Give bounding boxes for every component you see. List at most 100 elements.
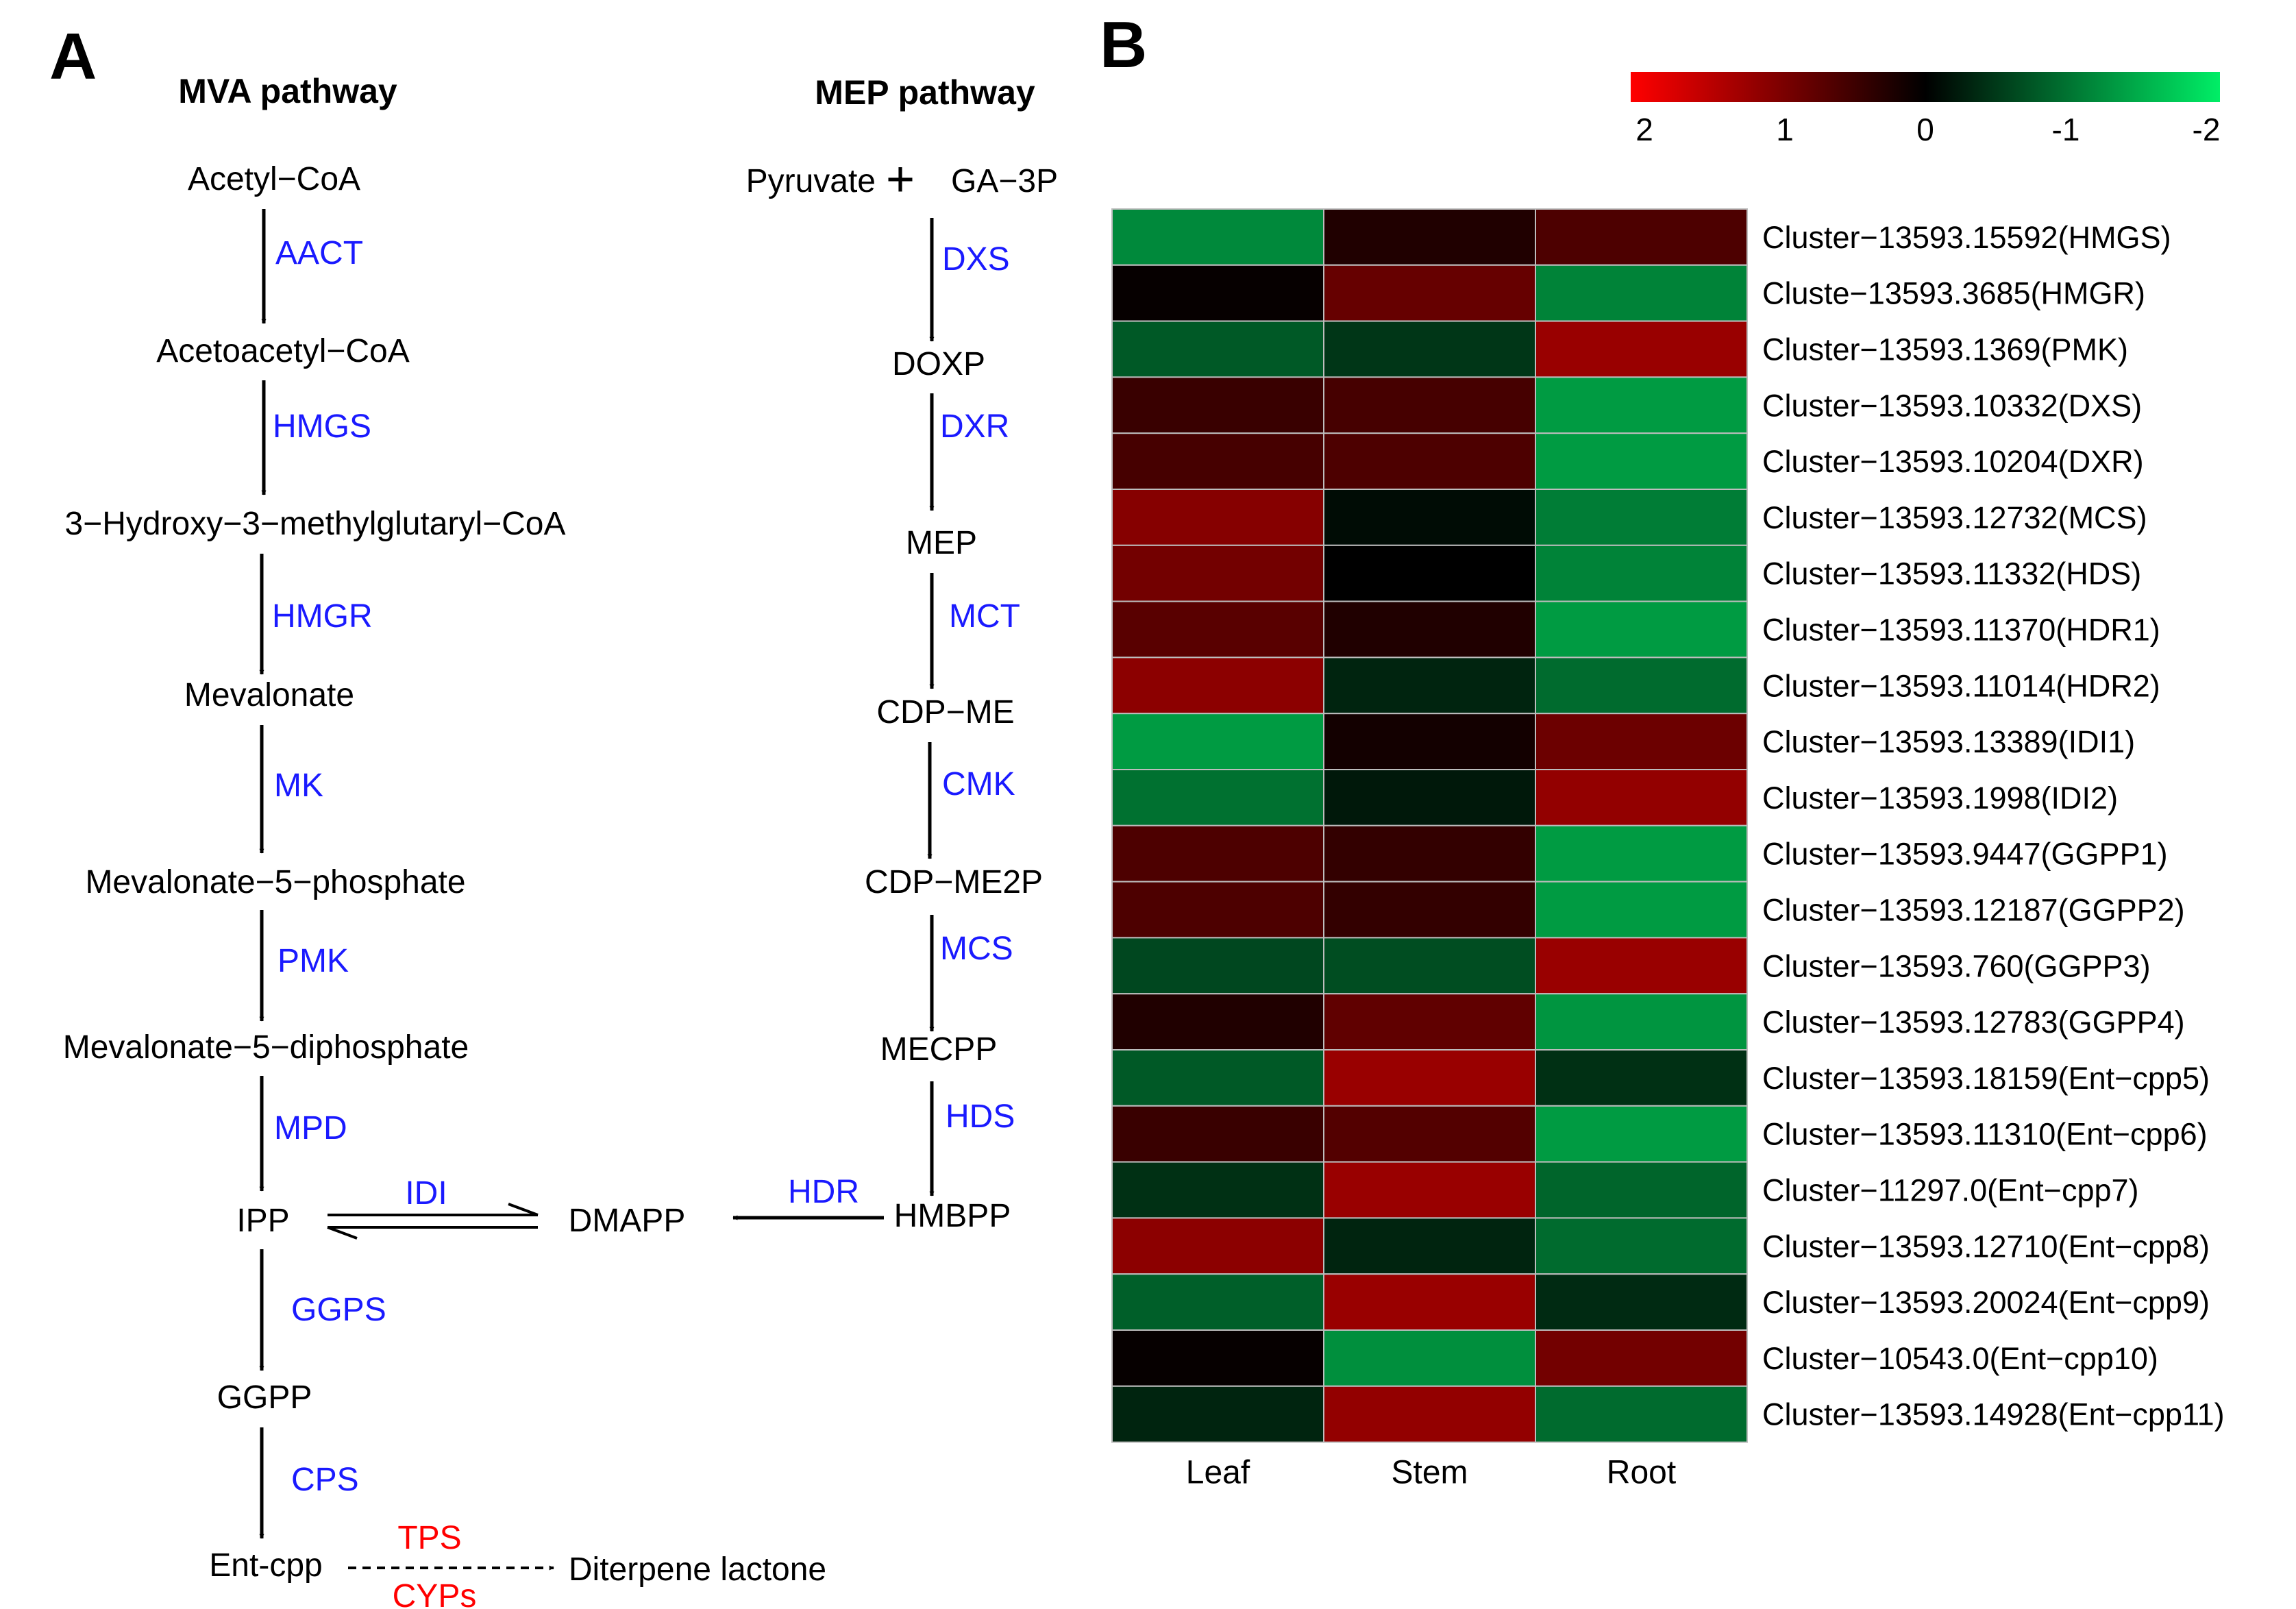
heatmap-cell (1323, 264, 1536, 322)
heatmap-cell (1111, 1217, 1324, 1275)
heatmap-cell (1323, 881, 1536, 939)
metabolite-cdp-me2p: CDP−ME2P (865, 864, 1043, 900)
heatmap-row-label: Cluster−13593.15592(HMGS) (1762, 220, 2171, 255)
heatmap-cell (1323, 1105, 1536, 1163)
metabolite-ent-cpp: Ent-cpp (209, 1547, 322, 1584)
heatmap-cell (1323, 489, 1536, 546)
enzyme-cmk: CMK (942, 766, 1015, 802)
heatmap-cell (1111, 544, 1324, 602)
heatmap-cell (1323, 376, 1536, 434)
heatmap-row-label: Cluster−13593.11370(HDR1) (1762, 613, 2160, 648)
metabolite-pyruvate: Pyruvate (746, 163, 876, 199)
heatmap-row-label: Cluster−13593.12783(GGPP4) (1762, 1005, 2185, 1040)
heatmap-row-label: Cluste−13593.3685(HMGR) (1762, 276, 2145, 311)
heatmap-cell (1323, 1161, 1536, 1219)
color-scale-bar (1631, 72, 2220, 102)
color-scale-tick: 1 (1776, 112, 1794, 147)
enzyme-cps: CPS (291, 1462, 359, 1498)
heatmap-cell (1111, 993, 1324, 1051)
heatmap-cell (1323, 713, 1536, 770)
heatmap-cell (1535, 489, 1748, 546)
heatmap-row-label: Cluster−13593.11014(HDR2) (1762, 668, 2160, 703)
heatmap-cell (1111, 1385, 1324, 1443)
heatmap-cell (1111, 769, 1324, 826)
heatmap-cell (1111, 600, 1324, 659)
heatmap-cell (1535, 1049, 1748, 1107)
color-scale-ticks: 2 1 0 -1 -2 (1635, 112, 2220, 147)
heatmap-row-label: Cluster−13593.760(GGPP3) (1762, 948, 2151, 983)
heatmap-row-label: Cluster−13593.18159(Ent−cpp5) (1762, 1061, 2210, 1096)
metabolite-acetoacetyl-coa: Acetoacetyl−CoA (156, 333, 410, 369)
heatmap-column-label: Leaf (1186, 1455, 1250, 1491)
enzyme-mpd: MPD (274, 1110, 347, 1146)
heatmap-cell (1323, 208, 1536, 266)
heatmap-cell (1535, 1217, 1748, 1275)
heatmap-cell (1111, 1329, 1324, 1387)
heatmap-cell (1535, 769, 1748, 826)
enzyme-idi: IDI (405, 1175, 447, 1212)
metabolite-doxp: DOXP (892, 346, 985, 382)
heatmap-cell (1535, 264, 1748, 322)
panel-label-a: A (49, 20, 97, 93)
heatmap-row-label: Cluster−13593.1369(PMK) (1762, 332, 2128, 367)
heatmap-cell (1111, 656, 1324, 715)
heatmap-cell (1323, 320, 1536, 378)
metabolite-ga-3p: GA−3P (951, 163, 1058, 199)
heatmap-row-label: Cluster−13593.10332(DXS) (1762, 388, 2142, 423)
heatmap-row-label: Cluster−13593.11310(Ent−cpp6) (1762, 1117, 2208, 1152)
heatmap-cell (1323, 656, 1536, 715)
heatmap-cell (1111, 881, 1324, 939)
heatmap-row-label: Cluster−13593.10204(DXR) (1762, 444, 2144, 479)
heatmap-cell (1323, 1385, 1536, 1443)
metabolite-mevalonate-5-phosphate: Mevalonate−5−phosphate (85, 864, 465, 900)
heatmap-cell (1111, 208, 1324, 266)
metabolite-hmbpp: HMBPP (894, 1198, 1011, 1234)
panel-label-b: B (1100, 8, 1147, 82)
heatmap-row-label: Cluster−13593.12710(Ent−cpp8) (1762, 1229, 2210, 1264)
metabolite-mecpp: MECPP (880, 1031, 998, 1068)
heatmap (1111, 208, 1748, 1443)
heatmap-cell (1535, 320, 1748, 378)
heatmap-cell (1535, 993, 1748, 1051)
enzyme-hmgr: HMGR (272, 598, 373, 635)
enzyme-cyps: CYPs (393, 1578, 477, 1609)
heatmap-cell (1111, 320, 1324, 378)
heatmap-column-label: Root (1607, 1455, 1676, 1491)
metabolite-cdp-me: CDP−ME (876, 694, 1014, 730)
color-scale-tick: -1 (2052, 112, 2080, 147)
heatmap-cell (1111, 824, 1324, 883)
heatmap-cell (1111, 1273, 1324, 1331)
heatmap-cell (1323, 1217, 1536, 1275)
heatmap-cell (1323, 1329, 1536, 1387)
enzyme-mct: MCT (949, 598, 1020, 635)
heatmap-row-label: Cluster−13593.14928(Ent−cpp11) (1762, 1397, 2225, 1432)
heatmap-cell (1535, 937, 1748, 995)
heatmap-cell (1535, 1329, 1748, 1387)
heatmap-cell (1535, 1273, 1748, 1331)
enzyme-pmk: PMK (277, 943, 349, 979)
heatmap-cell (1323, 937, 1536, 995)
heatmap-cell (1535, 208, 1748, 266)
enzyme-aact: AACT (275, 235, 363, 271)
enzyme-mk: MK (274, 767, 323, 804)
arrow-idi-forward-head (508, 1203, 539, 1216)
enzyme-hdr: HDR (788, 1174, 859, 1210)
enzyme-dxs: DXS (942, 241, 1010, 278)
heatmap-cell (1323, 769, 1536, 826)
metabolite-mevalonate: Mevalonate (184, 677, 354, 713)
product-diterpene-lactone: Diterpene lactone (569, 1551, 826, 1588)
color-scale-tick: -2 (2193, 112, 2221, 147)
enzyme-tps: TPS (397, 1520, 461, 1556)
heatmap-column-label: Stem (1391, 1455, 1468, 1491)
color-scale-tick: 2 (1635, 112, 1653, 147)
enzyme-hds: HDS (946, 1098, 1015, 1135)
heatmap-cell (1535, 881, 1748, 939)
heatmap-cell (1111, 713, 1324, 770)
heatmap-cell (1535, 600, 1748, 659)
heatmap-row-label: Cluster−13593.9447(GGPP1) (1762, 837, 2168, 872)
heatmap-row-label: Cluster−13593.12187(GGPP2) (1762, 893, 2185, 928)
heatmap-cell (1535, 376, 1748, 434)
color-scale-tick: 0 (1916, 112, 1934, 147)
heatmap-row-label: Cluster−13593.1998(IDI2) (1762, 781, 2118, 815)
heatmap-row-label: Cluster−13593.13389(IDI1) (1762, 724, 2135, 759)
